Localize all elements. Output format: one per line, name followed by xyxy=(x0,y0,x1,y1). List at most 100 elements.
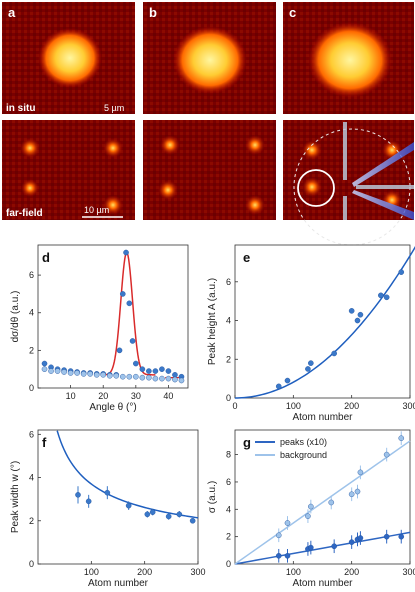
beam-lower xyxy=(352,190,414,220)
data-point-s1 xyxy=(126,373,133,380)
legend-label-1: background xyxy=(280,450,327,460)
y-tick-label: 4 xyxy=(226,316,231,326)
data-point-s1 xyxy=(106,372,113,379)
in-situ-label: in situ xyxy=(6,103,35,114)
data-point-s1 xyxy=(74,370,80,376)
data-point-s1 xyxy=(61,369,67,375)
beam-block-bottom xyxy=(343,196,347,220)
data-point-s0 xyxy=(284,377,291,384)
data-point-s1 xyxy=(398,435,405,442)
data-point-s0 xyxy=(165,368,172,374)
x-tick-label: 300 xyxy=(190,567,205,577)
data-point-s1 xyxy=(113,372,120,379)
data-point-s0 xyxy=(125,502,132,509)
data-point-s0 xyxy=(119,291,126,297)
data-point-s0 xyxy=(398,533,405,540)
y-tick-label: 2 xyxy=(29,345,34,355)
data-point-s1 xyxy=(165,375,172,382)
x-tick-label: 100 xyxy=(286,401,301,411)
x-tick-label: 20 xyxy=(98,391,108,401)
x-tick-label: 200 xyxy=(137,567,152,577)
data-point-s0 xyxy=(378,292,384,299)
y-tick-label: 2 xyxy=(226,354,231,364)
data-point-s1 xyxy=(80,371,87,377)
panel-letter-e: e xyxy=(243,250,250,265)
data-point-s1 xyxy=(133,373,139,380)
y-tick-label: 0 xyxy=(226,393,231,403)
data-point-s1 xyxy=(308,503,314,510)
data-point-s0 xyxy=(331,543,337,550)
beam-block-top xyxy=(343,122,347,180)
y-tick-label: 2 xyxy=(29,516,34,526)
data-point-s0 xyxy=(41,360,48,367)
panel-a-farfield-image xyxy=(2,120,135,220)
data-point-s1 xyxy=(41,366,48,372)
plot-frame xyxy=(37,429,199,565)
y-tick-label: 6 xyxy=(226,277,231,287)
y-tick-label: 0 xyxy=(226,559,231,569)
beam-block-right xyxy=(356,185,414,189)
data-point-s0 xyxy=(284,552,291,559)
x-axis-label: Atom number xyxy=(292,578,353,589)
linear-fit-line-1 xyxy=(234,440,411,565)
y-tick-label: 2 xyxy=(226,532,231,542)
y-tick-label: 0 xyxy=(29,383,34,393)
y-tick-label: 6 xyxy=(226,477,231,487)
data-point-s0 xyxy=(383,294,390,301)
panel-letter-d: d xyxy=(42,250,50,265)
inverse-sqrt-fit-line xyxy=(56,430,199,519)
x-tick-label: 100 xyxy=(84,567,99,577)
data-point-s0 xyxy=(146,368,152,374)
panel-letter-f: f xyxy=(42,435,47,450)
data-point-s0 xyxy=(152,368,159,374)
data-point-s0 xyxy=(354,317,361,324)
data-point-s0 xyxy=(357,311,364,318)
data-point-s1 xyxy=(146,374,152,381)
data-point-s0 xyxy=(104,489,111,496)
chart-e: 0 100 200 300 0 2 4 6 Atom number Peak height A (… xyxy=(207,244,415,423)
data-point-s0 xyxy=(308,360,314,366)
data-point-s0 xyxy=(165,513,172,520)
data-point-s0 xyxy=(159,366,165,372)
data-point-s1 xyxy=(139,374,146,381)
data-point-s0 xyxy=(398,269,405,275)
data-point-s0 xyxy=(133,360,139,367)
y-tick-label: 4 xyxy=(226,504,231,514)
plot-frame xyxy=(234,429,411,565)
data-point-s1 xyxy=(67,370,74,376)
plot-frame xyxy=(37,244,189,389)
y-tick-label: 4 xyxy=(29,473,34,483)
panel-letter-c: c xyxy=(289,5,296,20)
panel-letter-a: a xyxy=(8,5,16,20)
panel-b-farfield-image xyxy=(143,120,276,220)
x-tick-label: 200 xyxy=(344,401,359,411)
beam-upper xyxy=(352,142,414,187)
data-point-s1 xyxy=(178,377,185,384)
x-tick-label: 200 xyxy=(344,567,359,577)
data-point-s1 xyxy=(54,368,61,374)
far-field-label: far-field xyxy=(6,208,43,219)
chart-d: 10 20 30 40 0 2 4 6 Angle θ (°) dσ/dθ (a.u.) d xyxy=(10,244,189,413)
quadratic-fit-line xyxy=(234,246,415,399)
y-tick-label: 0 xyxy=(29,559,34,569)
linear-fit-line-0 xyxy=(234,531,411,565)
x-axis-label: Atom number xyxy=(88,578,149,589)
data-point-s0 xyxy=(348,539,355,545)
data-point-s0 xyxy=(331,350,337,357)
data-point-s0 xyxy=(275,383,282,390)
data-point-s1 xyxy=(348,491,355,498)
data-point-s0 xyxy=(189,517,196,524)
chart-g: 100 200 300 0 2 4 6 8 Atom number σ (a.u.) g peaks … xyxy=(207,429,415,589)
data-point-s1 xyxy=(305,513,311,519)
data-point-s1 xyxy=(354,488,361,495)
x-axis-label: Angle θ (°) xyxy=(89,402,136,413)
data-point-s0 xyxy=(139,366,146,372)
data-point-s0 xyxy=(149,509,156,515)
data-point-s1 xyxy=(383,451,390,458)
data-point-s1 xyxy=(87,371,93,377)
panel-letter-g: g xyxy=(243,435,251,450)
data-point-s1 xyxy=(159,375,165,382)
data-point-s0 xyxy=(129,338,136,344)
circle-marker xyxy=(297,169,335,207)
